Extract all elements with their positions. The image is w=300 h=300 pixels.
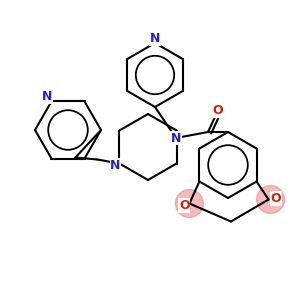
Circle shape <box>176 190 203 218</box>
Circle shape <box>256 185 285 214</box>
Text: N: N <box>42 90 53 103</box>
Text: N: N <box>171 131 181 145</box>
Text: O: O <box>179 199 190 212</box>
Text: O: O <box>270 192 281 205</box>
Text: N: N <box>150 32 160 46</box>
Text: N: N <box>110 159 121 172</box>
Text: O: O <box>213 104 223 118</box>
